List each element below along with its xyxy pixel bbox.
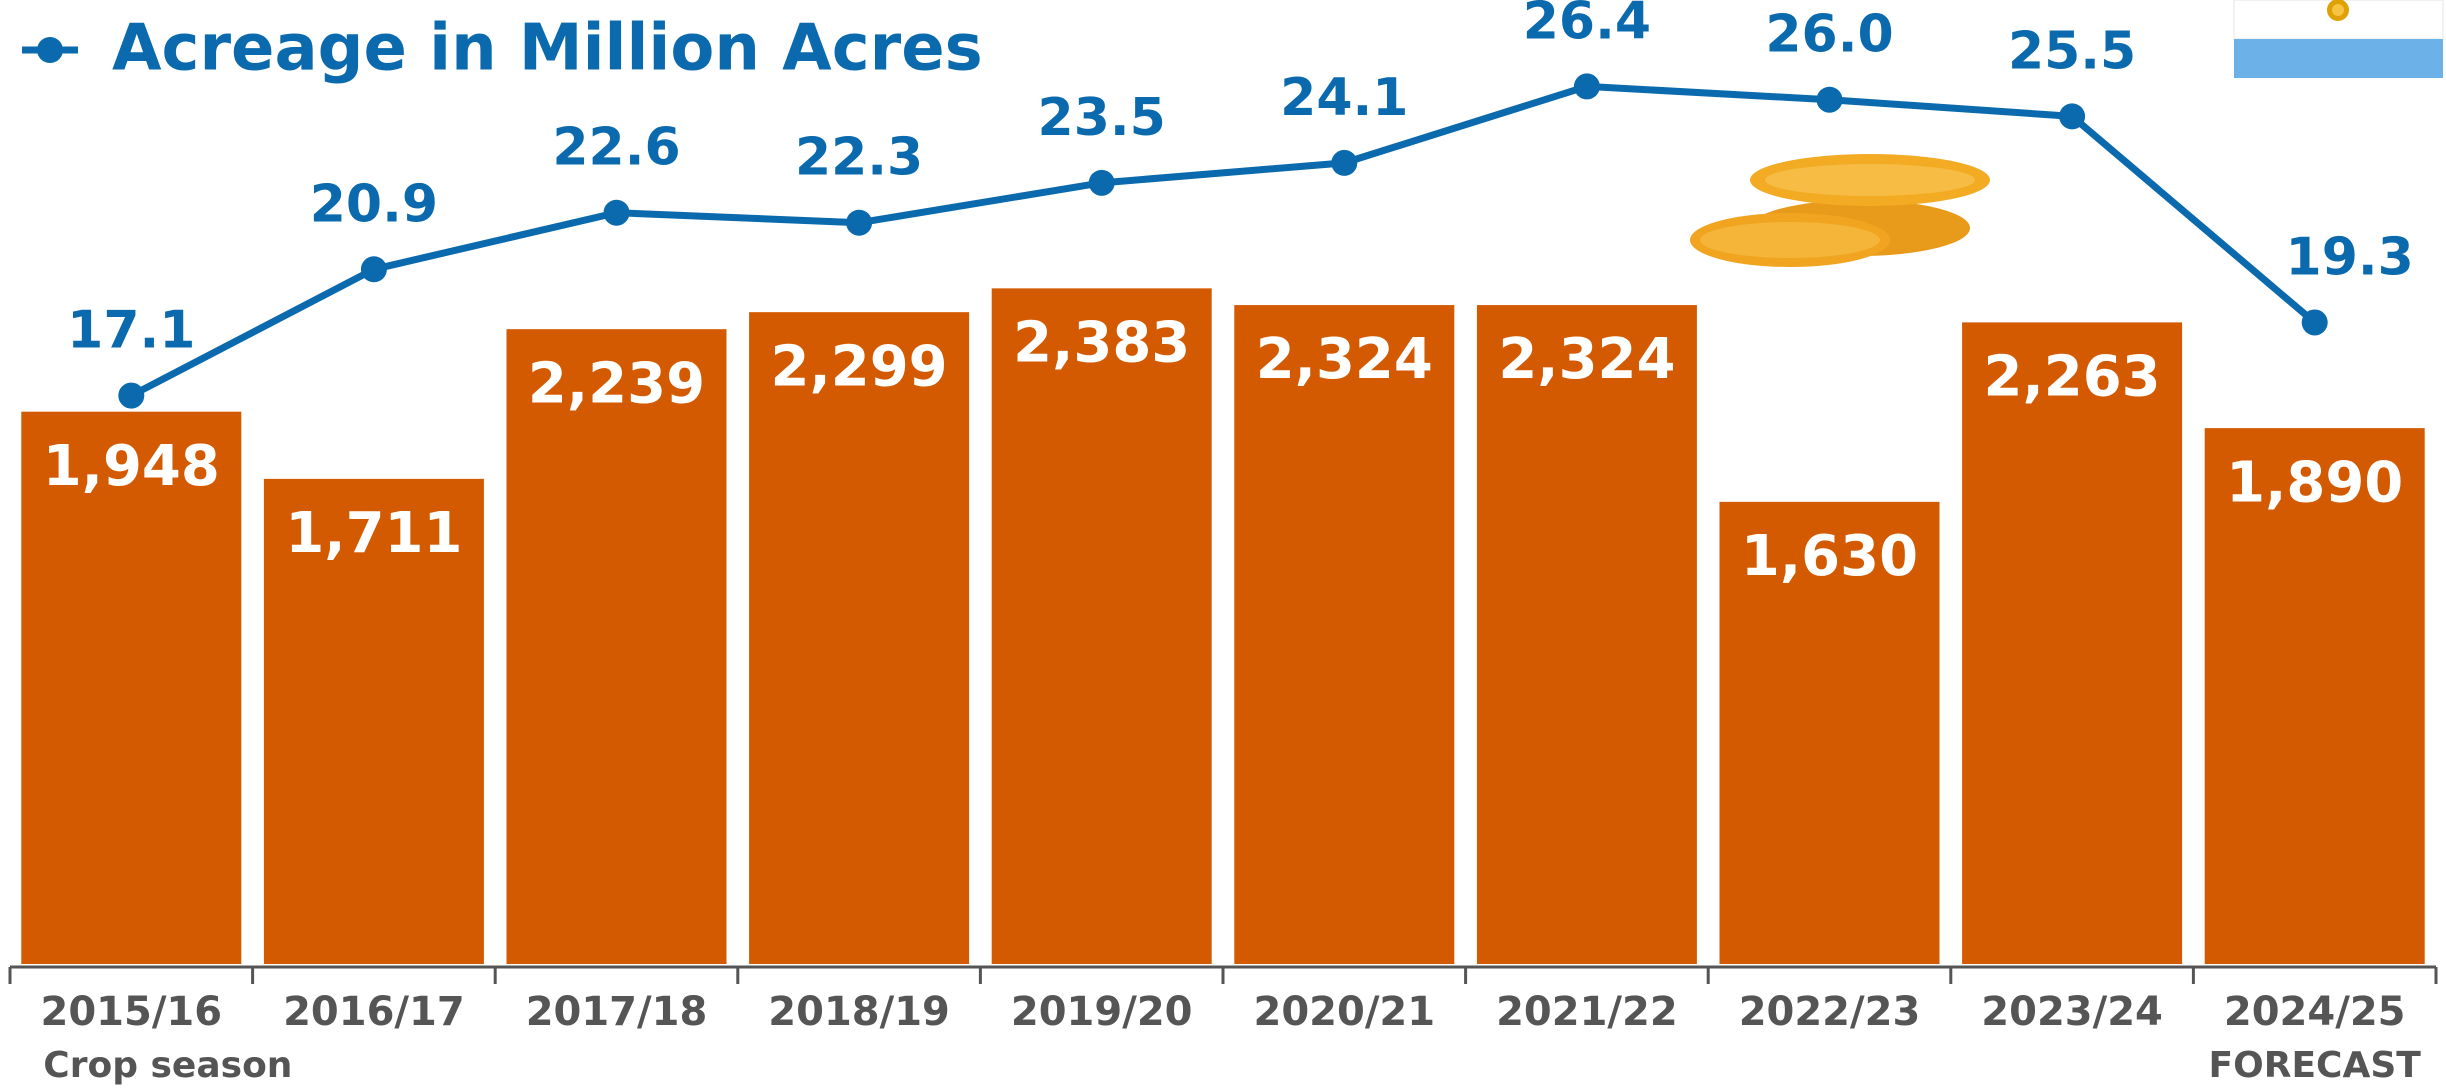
x-tick-label: 2021/22: [1496, 989, 1678, 1035]
x-tick-label: 2020/21: [1253, 989, 1435, 1035]
bar-value-label: 2,263: [1984, 345, 2161, 410]
line-value-label: 23.5: [1038, 88, 1166, 148]
line-point: [360, 256, 387, 283]
line: [129, 82, 2317, 399]
annotation: FORECAST: [2209, 1045, 2422, 1086]
bar-value-label: 2,324: [1256, 327, 1433, 392]
line-value-label: 22.6: [552, 118, 680, 178]
annotation: Crop season: [43, 1045, 292, 1086]
line-point: [118, 382, 145, 409]
bar: [1962, 322, 2183, 965]
x-tick-label: 2015/16: [40, 989, 222, 1035]
x-tick-label: 2016/17: [283, 989, 465, 1035]
line-value-label: 22.3: [795, 128, 923, 188]
line-value-label: 25.5: [2008, 21, 2136, 81]
x-tick-label: 2018/19: [768, 989, 950, 1035]
bar: [1476, 305, 1697, 964]
x-tick-label: 2023/24: [1981, 989, 2163, 1035]
bar-value-label: 2,299: [771, 334, 948, 399]
line-point: [2059, 103, 2086, 130]
line-point: [1816, 86, 1843, 113]
bar: [991, 288, 1212, 964]
x-tick-label: 2022/23: [1739, 989, 1921, 1035]
line-value-label: 26.0: [1765, 5, 1893, 65]
bar-value-label: 2,239: [528, 351, 705, 416]
line-value-label: 26.4: [1523, 0, 1651, 51]
line-point: [2301, 309, 2328, 336]
corn-image: [1690, 154, 1990, 267]
bar: [1719, 501, 1940, 964]
line-point: [846, 209, 873, 236]
bar-value-label: 1,711: [285, 501, 462, 566]
line-point: [1088, 169, 1115, 196]
bar-value-label: 1,630: [1741, 524, 1918, 589]
legend-marker: [37, 37, 63, 63]
bar: [263, 478, 484, 964]
bar: [2204, 428, 2425, 965]
bar: [506, 329, 727, 965]
line-value-label: 20.9: [310, 174, 438, 234]
line-point: [1331, 149, 1358, 176]
line-point: [1573, 73, 1600, 100]
flag: [2233, 0, 2444, 78]
bar-value-label: 2,324: [1498, 327, 1675, 392]
bar: [1234, 305, 1455, 964]
legend-label: Acreage in Million Acres: [112, 12, 983, 86]
line-value-label: 19.3: [2286, 227, 2414, 287]
bar-value-label: 2,383: [1013, 310, 1190, 375]
x-tick-label: 2019/20: [1011, 989, 1193, 1035]
line-point: [603, 199, 630, 226]
bar: [21, 411, 242, 964]
bar-value-label: 1,948: [43, 434, 220, 499]
line-value-label: 24.1: [1280, 68, 1408, 128]
bar-value-label: 1,890: [2226, 450, 2403, 515]
bar: [749, 312, 970, 964]
x-tick-label: 2017/18: [526, 989, 708, 1035]
x-tick-label: 2024/25: [2224, 989, 2406, 1035]
line-value-label: 17.1: [67, 301, 195, 361]
